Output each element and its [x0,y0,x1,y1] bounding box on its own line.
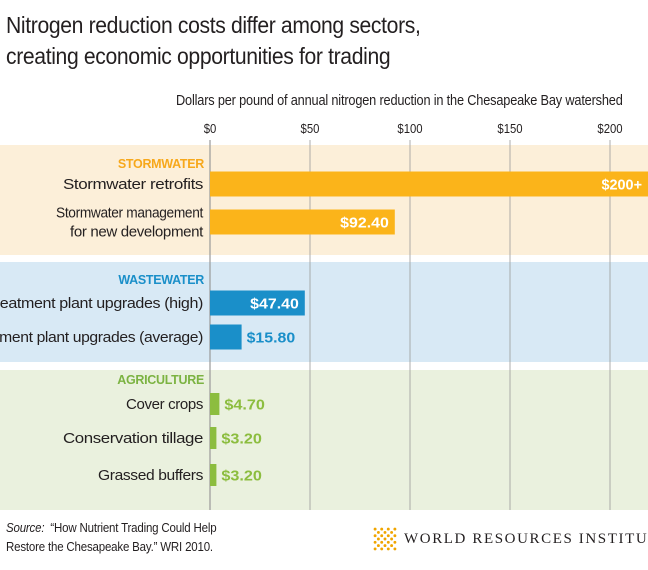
x-axis-title: Dollars per pound of annual nitrogen red… [176,93,623,109]
logo-dot [383,544,387,548]
bar-value-label: $15.80 [247,330,296,347]
logo-dot [393,540,397,544]
bar [210,464,217,486]
logo-dot [380,547,384,551]
bar [210,324,242,350]
bar [210,393,220,415]
logo-dot [390,530,394,534]
x-tick-label: $150 [497,121,522,136]
category-label: Treatment plant upgrades (high) [0,296,203,312]
sector-heading-wastewater: WASTEWATER [118,273,204,287]
logo-dot [390,537,394,541]
logo-dot [386,540,390,544]
wri-logo: WORLD RESOURCES INSTITUTE [372,526,648,552]
logo-dot [373,540,377,544]
category-label: Stormwater retrofits [63,177,203,193]
logo-dot [390,544,394,548]
category-label: Grassed buffers [98,468,203,484]
logo-dot [383,537,387,541]
logo-dot [393,534,397,538]
source-label: Source: [6,521,45,535]
x-tick-label: $50 [301,121,320,136]
logo-dot [383,530,387,534]
logo-dot [373,547,377,551]
source-line-1: “How Nutrient Trading Could Help [50,521,217,535]
bar-value-label: $47.40 [250,296,299,313]
logo-dot [376,544,380,548]
logo-dot [373,527,377,531]
sector-heading-stormwater: STORMWATER [118,157,204,171]
bar-value-label: $4.70 [224,397,265,414]
logo-dot [373,534,377,538]
chart-title: Nitrogen reduction costs differ among se… [6,10,573,72]
bar [210,427,217,449]
sector-band-stormwater [0,145,648,255]
bar-value-label: $3.20 [221,468,262,485]
logo-dot [376,530,380,534]
chart-title-line-1: Nitrogen reduction costs differ among se… [6,12,421,38]
sector-band-wastewater [0,262,648,362]
logo-dot [376,537,380,541]
bar-chart: $0 $50 $100 $150 $200 STORMWATER Stormwater re… [0,121,648,510]
bar-value-label: $3.20 [221,431,262,448]
category-label: Stormwater management [56,206,203,222]
bar-value-label: $200+ [602,177,643,194]
logo-dot [393,547,397,551]
category-label: Cover crops [126,397,203,413]
chart-title-line-2: creating economic opportunities for trad… [6,43,391,69]
x-tick-label: $0 [204,121,217,136]
logo-dot [386,527,390,531]
bar [210,171,648,197]
category-label: Treatment plant upgrades (average) [0,330,203,346]
source-line-2: Restore the Chesapeake Bay.” WRI 2010. [6,540,213,554]
source-note: Source: “How Nutrient Trading Could Help… [6,519,217,557]
sector-band-agriculture [0,370,648,510]
logo-dot [380,540,384,544]
logo-dot [386,534,390,538]
sector-heading-agriculture: AGRICULTURE [117,373,204,387]
x-tick-label: $100 [397,121,422,136]
bar [210,290,305,316]
category-label: for new development [70,225,203,241]
logo-dot [380,534,384,538]
bar [210,209,395,235]
wri-diamond-grid-icon [373,527,397,551]
x-tick-label: $200 [597,121,622,136]
bar-value-label: $92.40 [340,215,389,232]
logo-dot [386,547,390,551]
logo-dot [380,527,384,531]
logo-dot [393,527,397,531]
wri-logo-text: WORLD RESOURCES INSTITUTE [404,530,648,547]
category-label: Conservation tillage [63,431,203,447]
